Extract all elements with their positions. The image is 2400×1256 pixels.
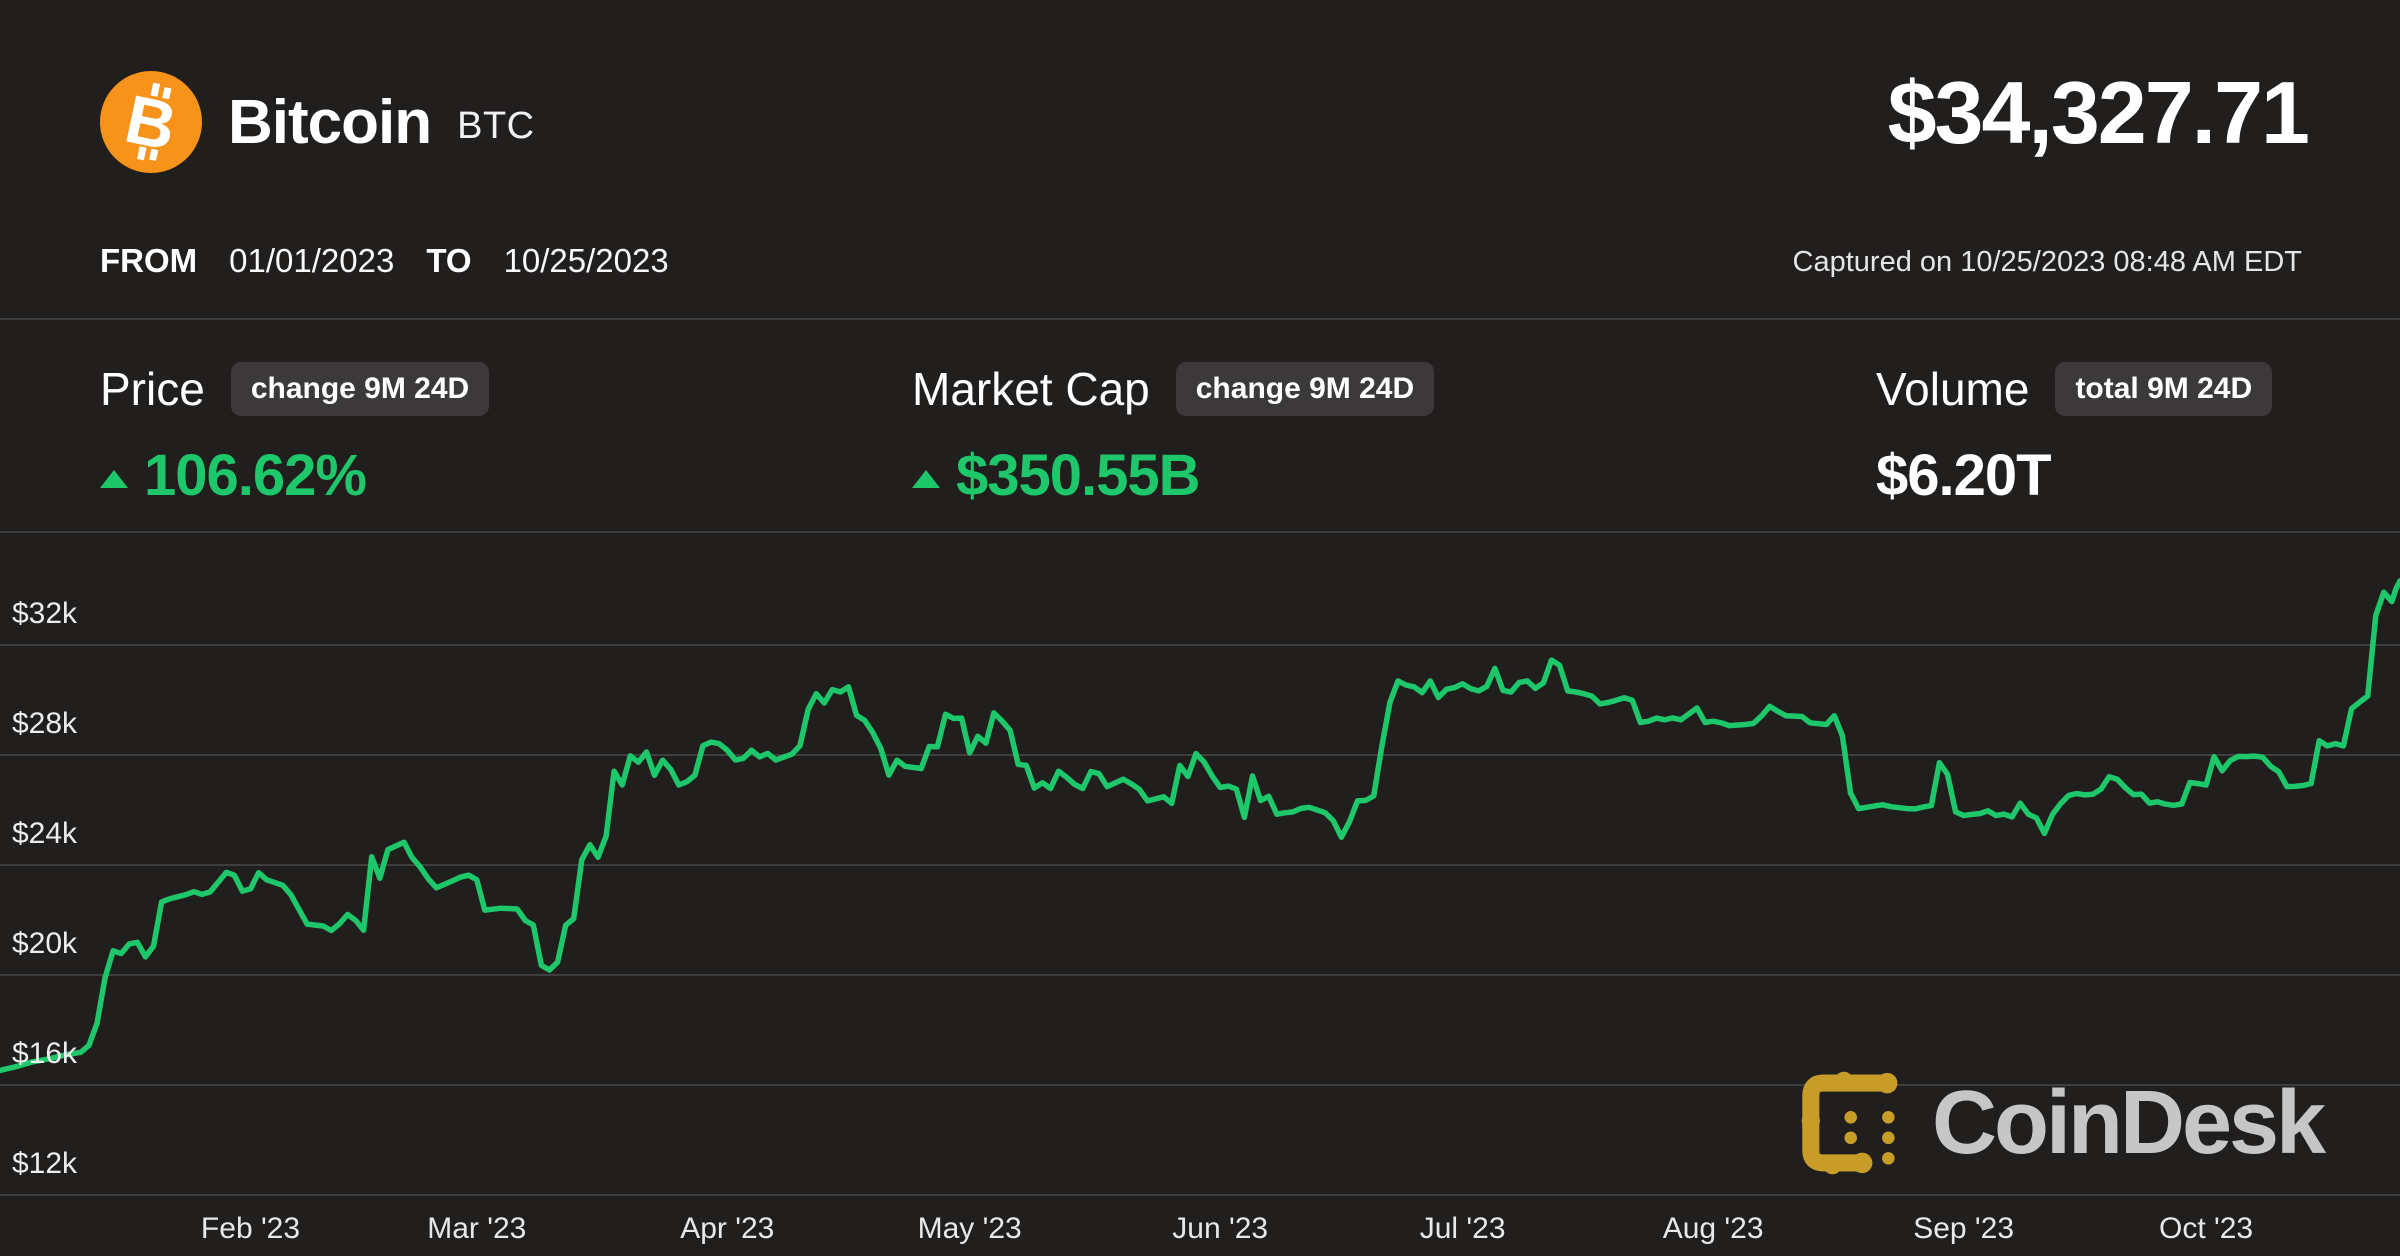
date-range: FROM 01/01/2023 TO 10/25/2023 bbox=[100, 242, 669, 280]
header-divider bbox=[0, 318, 2400, 320]
coindesk-logo: CoinDesk bbox=[1796, 1066, 2326, 1180]
stat-volume: Volume total 9M 24D $6.20T bbox=[1876, 352, 2273, 509]
stat-volume-label: Volume bbox=[1876, 363, 2030, 415]
stat-market-cap: Market Cap change 9M 24D $350.55B bbox=[912, 352, 1435, 509]
stat-volume-value: $6.20T bbox=[1876, 443, 2052, 508]
y-axis-label: $32k bbox=[12, 597, 78, 630]
from-date: 01/01/2023 bbox=[229, 242, 395, 279]
btc-price-line bbox=[0, 578, 2400, 1074]
x-axis-label: Feb '23 bbox=[200, 1212, 301, 1245]
x-axis-label: Sep '23 bbox=[1913, 1212, 2015, 1245]
x-axis-label: Jun '23 bbox=[1172, 1212, 1269, 1245]
y-axis-label: $20k bbox=[12, 927, 78, 960]
from-label: FROM bbox=[100, 242, 198, 279]
x-axis-label: Apr '23 bbox=[680, 1212, 775, 1245]
captured-timestamp: Captured on 10/25/2023 08:48 AM EDT bbox=[1792, 246, 2302, 278]
y-axis-label: $28k bbox=[12, 707, 78, 740]
stat-price: Price change 9M 24D 106.62% bbox=[100, 352, 490, 509]
up-arrow-icon bbox=[912, 469, 940, 488]
x-axis-label: Jul '23 bbox=[1419, 1212, 1506, 1245]
to-label: TO bbox=[426, 242, 472, 279]
stats-divider bbox=[0, 531, 2400, 533]
x-axis-label: Oct '23 bbox=[2158, 1212, 2254, 1245]
y-axis-label: $16k bbox=[12, 1037, 78, 1070]
stat-price-badge: change 9M 24D bbox=[230, 362, 490, 416]
y-axis-label: $12k bbox=[12, 1147, 78, 1180]
up-arrow-icon bbox=[100, 469, 128, 488]
stat-market-cap-badge: change 9M 24D bbox=[1175, 362, 1435, 416]
stat-market-cap-label: Market Cap bbox=[912, 363, 1150, 415]
coin-name: Bitcoin bbox=[228, 87, 432, 157]
coin-symbol: BTC bbox=[457, 104, 535, 147]
stat-market-cap-value: $350.55B bbox=[956, 443, 1201, 508]
y-axis-label: $24k bbox=[12, 817, 78, 850]
x-axis-label: May '23 bbox=[917, 1212, 1022, 1245]
coindesk-wordmark: CoinDesk bbox=[1932, 1072, 2326, 1173]
x-axis-label: Mar '23 bbox=[427, 1212, 527, 1245]
to-date: 10/25/2023 bbox=[503, 242, 669, 279]
x-axis-label: Aug '23 bbox=[1662, 1212, 1764, 1245]
stat-volume-badge: total 9M 24D bbox=[2055, 362, 2273, 416]
coin-title: B Bitcoin BTC bbox=[100, 70, 535, 174]
bitcoin-logo-icon: B bbox=[100, 71, 202, 173]
stat-price-label: Price bbox=[100, 363, 205, 415]
current-price: $34,327.71 bbox=[1887, 63, 2310, 162]
stat-price-value: 106.62% bbox=[144, 443, 367, 508]
coindesk-logo-icon bbox=[1801, 1071, 1898, 1175]
